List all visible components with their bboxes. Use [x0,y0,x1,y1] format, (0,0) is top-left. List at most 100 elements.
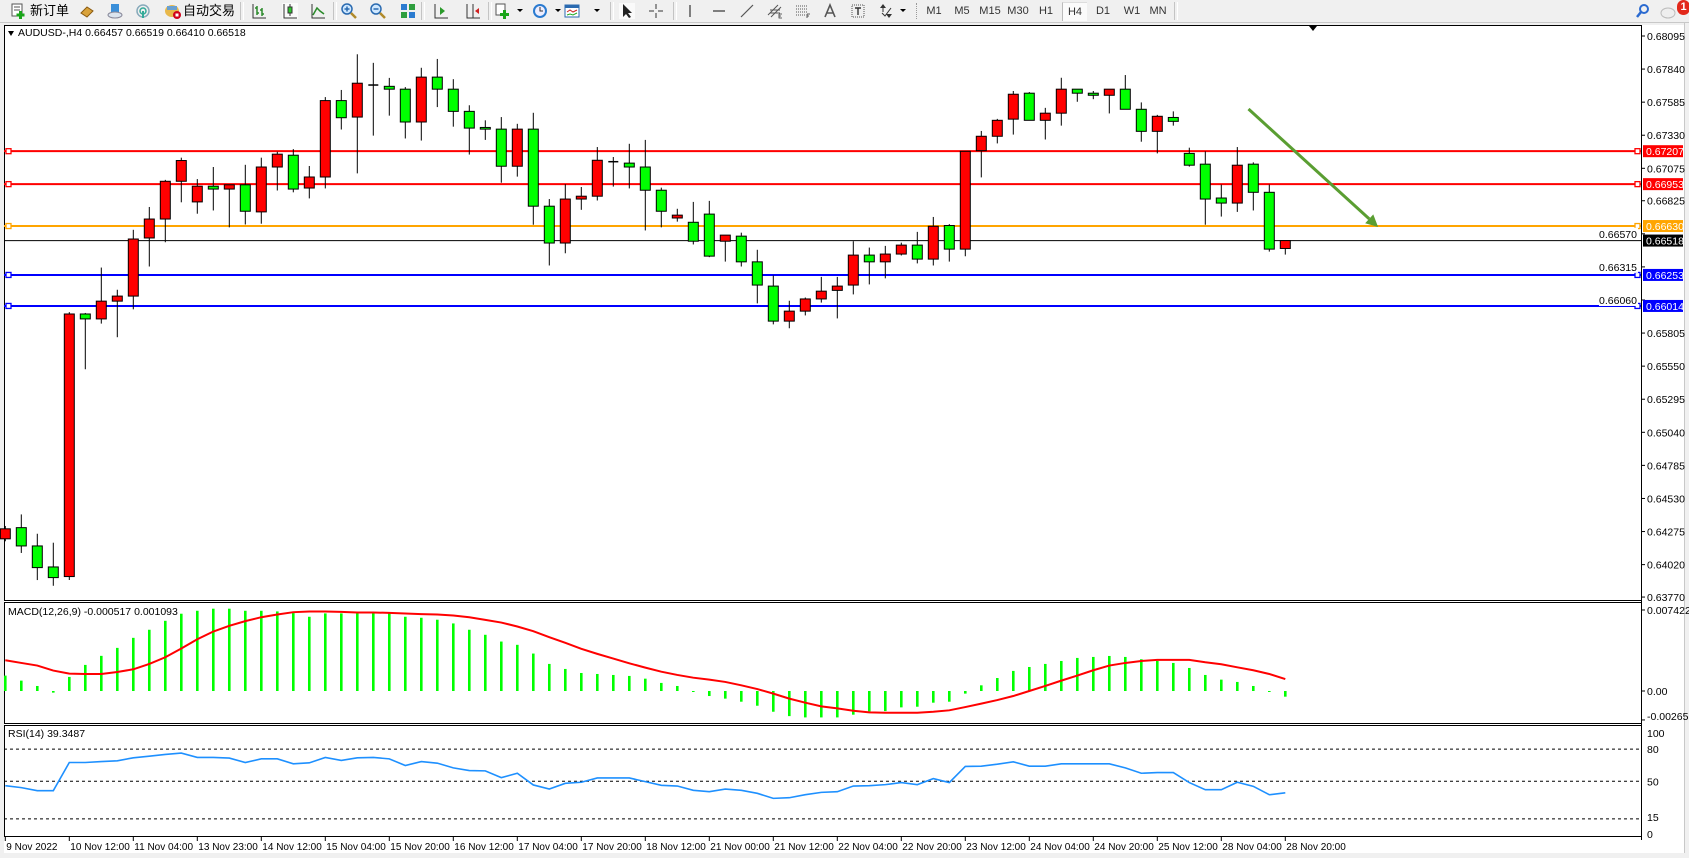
data-window-button[interactable] [107,3,123,19]
tile-windows-button[interactable] [400,3,416,19]
toolbar-separator [1174,2,1178,20]
crosshair-button[interactable] [648,3,664,19]
timeframe-m15[interactable]: M15 [979,5,1001,17]
time-tick-label: 18 Nov 12:00 [646,842,706,853]
vertical-line-icon [689,5,691,17]
bar-chart-button[interactable] [251,3,267,19]
notifications-button[interactable] [1660,3,1676,19]
timeframe-mn[interactable]: MN [1149,5,1167,17]
macd-histogram-bar [276,611,279,691]
timeframe-w1[interactable]: W1 [1123,5,1141,17]
data-window-icon [107,4,123,19]
periods-button[interactable] [532,3,548,19]
candle [399,87,411,139]
line-chart-button[interactable] [310,3,326,19]
macd-histogram-bar [820,690,823,718]
indicators-dropdown[interactable] [517,9,523,12]
candle-body [1151,115,1163,132]
auto-trading-label[interactable]: 自动交易 [183,3,236,18]
auto-scroll-button[interactable] [433,3,449,19]
macd-histogram-bar [868,690,871,712]
macd-histogram-bar [308,616,311,691]
time-tick-label: 15 Nov 04:00 [326,842,386,853]
new-order-button[interactable] [10,3,28,19]
timeframe-d1[interactable]: D1 [1095,5,1111,17]
rsi-tick-label: 50 [1647,776,1659,788]
timeframe-m5[interactable]: M5 [954,5,970,17]
templates-dropdown[interactable] [594,9,600,12]
line-handle-left[interactable] [5,148,12,155]
candle-body [895,244,907,255]
macd-histogram-bar [1188,667,1191,691]
market-watch-button[interactable] [79,3,95,19]
macd-histogram-bar [372,613,375,691]
price-tick-label: 0.68095 [1647,31,1685,43]
time-tick-label: 24 Nov 20:00 [1094,842,1154,853]
macd-histogram-bar [420,617,423,691]
toolbar-grip[interactable] [916,3,919,19]
candle-body [319,100,331,178]
candle [639,139,651,231]
arrows-dropdown[interactable] [900,9,906,12]
macd-histogram-bar [532,653,535,691]
chart-shift-button[interactable] [465,3,481,19]
candle [847,241,859,295]
candle [879,245,891,279]
zoom-out-button[interactable] [370,3,386,19]
candlestick-button[interactable] [282,3,298,19]
macd-histogram-bar [516,644,519,691]
candle [1023,92,1035,121]
line-handle-left[interactable] [5,302,12,310]
macd-histogram-bar [180,613,183,691]
timeframe-m1[interactable]: M1 [926,5,942,17]
text-button[interactable] [822,3,838,19]
timeframe-h1[interactable]: H1 [1038,5,1054,17]
zoom-in-button[interactable] [341,3,357,19]
fibonacci-button[interactable] [795,3,811,19]
candle [287,149,299,193]
time-tick-label: 14 Nov 12:00 [262,842,322,853]
line-handle-right[interactable] [1634,148,1641,155]
signals-button[interactable] [135,3,151,19]
search-button[interactable] [1634,3,1650,19]
templates-button[interactable] [564,3,580,19]
timeframe-h4[interactable]: H4 [1062,2,1087,21]
chart-shift-marker-icon[interactable] [1309,26,1317,31]
candle [431,58,443,108]
arrows-button[interactable] [878,3,894,19]
text-label-button[interactable] [850,3,866,19]
new-order-label[interactable]: 新订单 [30,3,70,18]
line-handle-left[interactable] [5,180,12,188]
candle-body [1215,197,1227,204]
timeframe-m30[interactable]: M30 [1007,5,1029,17]
candle-body [799,298,811,312]
candle [767,275,779,325]
periods-dropdown[interactable] [555,9,561,12]
candle [815,276,827,303]
vertical-line-button[interactable] [682,3,698,19]
candle-body [543,205,555,244]
line-handle-right[interactable] [1634,180,1641,188]
line-handle-right[interactable] [1634,222,1641,230]
trend-line-button[interactable] [739,3,755,19]
line-handle-left[interactable] [5,222,12,230]
candle [1135,102,1147,142]
indicators-button[interactable] [494,3,510,19]
horizontal-line-button[interactable] [711,3,727,19]
rsi-tick-label: 15 [1647,812,1659,824]
collapse-triangle-icon[interactable] [8,30,14,36]
macd-histogram-bar [1140,659,1143,691]
trend-arrow-line[interactable] [1247,107,1371,220]
candlestick-icon [283,4,297,19]
equidistant-channel-button[interactable] [767,3,783,19]
candle [703,200,715,258]
cursor-button[interactable] [619,3,635,19]
macd-histogram-bar [1156,660,1159,691]
line-handle-left[interactable] [5,271,12,279]
auto-trading-button[interactable] [164,3,182,19]
candle [1231,147,1243,212]
macd-histogram-bar [1220,679,1223,691]
toolbar-separator [421,2,425,20]
candle [255,157,267,224]
